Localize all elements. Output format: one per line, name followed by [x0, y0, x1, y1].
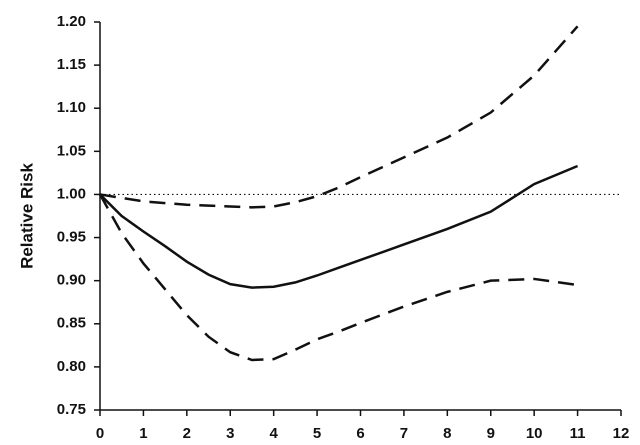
- x-tick-label: 12: [613, 425, 630, 442]
- y-tick-label: 1.05: [57, 142, 86, 159]
- y-tick-label: 1.15: [57, 56, 86, 73]
- y-tick-label: 0.95: [57, 229, 86, 246]
- y-tick-label: 1.00: [57, 185, 86, 202]
- x-tick-label: 0: [96, 425, 104, 442]
- y-axis-label: Relative Risk: [17, 163, 36, 269]
- y-tick-label: 1.10: [57, 99, 86, 116]
- x-tick-label: 11: [570, 425, 586, 442]
- x-tick-label: 3: [226, 425, 234, 442]
- y-tick-label: 1.20: [57, 13, 86, 30]
- x-tick-label: 10: [526, 425, 543, 442]
- x-tick-label: 5: [313, 425, 321, 442]
- series-line: [99, 25, 579, 209]
- series-line: [99, 164, 579, 289]
- y-tick-label: 0.90: [57, 272, 86, 289]
- x-tick-label: 7: [400, 425, 408, 442]
- series-line: [98, 193, 578, 362]
- x-tick-label: 8: [443, 425, 451, 442]
- y-tick-label: 0.85: [57, 315, 86, 332]
- x-tick-label: 6: [356, 425, 364, 442]
- y-tick-label: 0.75: [57, 401, 86, 418]
- x-tick-label: 2: [183, 425, 191, 442]
- x-tick-label: 4: [269, 425, 278, 442]
- x-tick-label: 1: [139, 425, 147, 442]
- y-tick-label: 0.80: [57, 358, 86, 375]
- x-tick-label: 9: [487, 425, 495, 442]
